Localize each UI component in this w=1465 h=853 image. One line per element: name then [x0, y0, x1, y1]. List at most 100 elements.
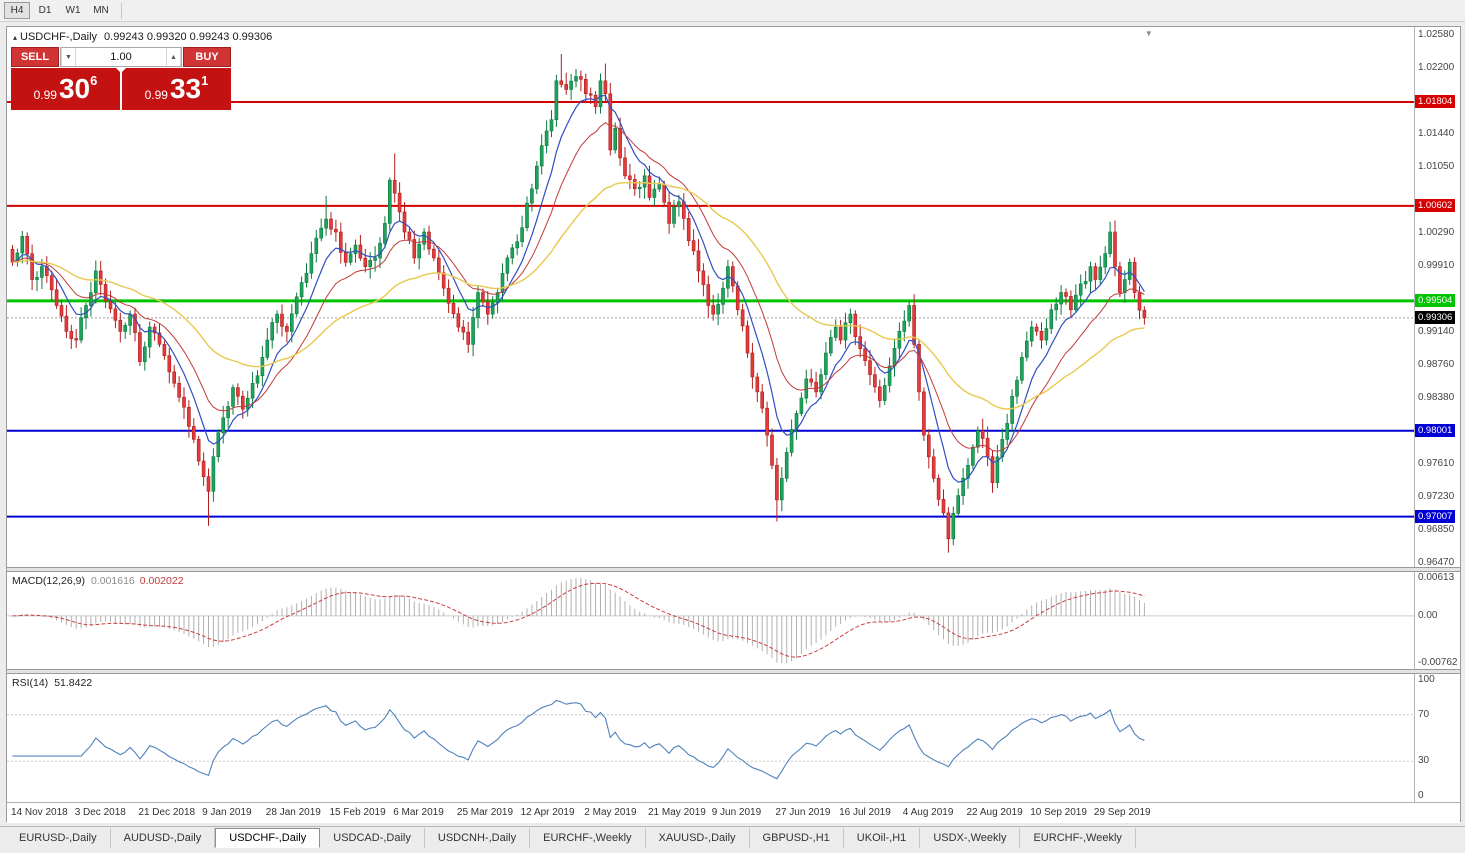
trade-panel-controls: SELL ▼ 1.00 ▲ BUY	[11, 47, 231, 67]
ma-slow-line	[12, 181, 1145, 410]
ma-fast-line	[12, 94, 1145, 483]
chart-tab[interactable]: USDCAD-,Daily	[320, 828, 425, 848]
timeframe-button-w1[interactable]: W1	[60, 2, 86, 19]
horizontal-levels[interactable]	[7, 101, 1415, 518]
price-axis-tick: 0.97230	[1418, 491, 1455, 503]
chart-tab[interactable]: XAUUSD-,Daily	[645, 828, 750, 848]
chart-window: 1.02580 1.02200 1.01440 1.01050 1.00290 0.999…	[6, 26, 1461, 823]
price-axis-tick: 0.98760	[1418, 359, 1455, 371]
sell-button[interactable]: SELL	[11, 47, 59, 67]
buy-price-pip: 1	[201, 72, 209, 88]
price-level-badge: 0.97007	[1415, 509, 1456, 523]
macd-axis-label: 0.00613	[1418, 572, 1455, 583]
chart-title-symbol: USDCHF-,Daily	[20, 31, 98, 43]
date-label: 28 Jan 2019	[265, 807, 321, 818]
macd-signal-value: 0.002022	[139, 575, 184, 587]
sell-price-small: 0.99	[33, 88, 57, 102]
date-axis[interactable]: 14 Nov 2018 3 Dec 2018 21 Dec 2018 9 Jan 20…	[7, 802, 1460, 823]
rsi-axis: 100 70 30 0	[1414, 674, 1460, 802]
rsi-axis-label: 0	[1418, 790, 1424, 801]
pane-splitter[interactable]	[7, 567, 1460, 572]
price-axis-tick: 0.99140	[1418, 326, 1455, 338]
buy-price[interactable]: 0.99 33 1	[122, 68, 231, 110]
sell-price-pip: 6	[90, 72, 98, 88]
price-axis-tick: 0.97610	[1418, 458, 1455, 470]
date-label: 16 Jul 2019	[839, 807, 891, 818]
current-price-badge: 0.99306	[1415, 310, 1456, 324]
date-label: 21 Dec 2018	[138, 807, 196, 818]
date-label: 6 Mar 2019	[393, 807, 444, 818]
chart-shift-marker[interactable]: ▼	[1144, 29, 1153, 38]
price-axis-tick: 0.96470	[1418, 557, 1455, 568]
rsi-canvas[interactable]	[7, 674, 1415, 802]
volume-up-button[interactable]: ▲	[166, 48, 181, 66]
date-label: 9 Jan 2019	[202, 807, 252, 818]
top-toolbar: H4 D1 W1 MN	[0, 0, 1465, 22]
chart-tab[interactable]: USDCHF-,Daily	[215, 828, 321, 848]
chart-title: ▴ USDCHF-,Daily 0.99243 0.99320 0.99243 0.…	[13, 31, 272, 43]
timeframe-button-d1[interactable]: D1	[32, 2, 58, 19]
chart-tab[interactable]: GBPUSD-,H1	[749, 828, 844, 848]
rsi-pane[interactable]: RSI(14) 51.8422	[7, 674, 1415, 802]
chart-tab[interactable]: USDX-,Weekly	[920, 828, 1021, 848]
pane-splitter[interactable]	[7, 669, 1460, 674]
chart-tab[interactable]: EURCHF-,Weekly	[1020, 828, 1136, 848]
rsi-line	[12, 699, 1145, 780]
price-level-badge: 1.01804	[1415, 95, 1456, 109]
macd-histogram	[16, 578, 1145, 663]
rsi-axis-label: 30	[1418, 755, 1430, 767]
macd-main-value: 0.001616	[90, 575, 135, 587]
price-axis[interactable]: 1.02580 1.02200 1.01440 1.01050 1.00290 0.999…	[1414, 27, 1460, 568]
price-axis-tick: 0.99910	[1418, 259, 1455, 271]
chart-title-ohlc: 0.99243 0.99320 0.99243 0.99306	[104, 31, 273, 43]
chart-tab[interactable]: EURCHF-,Weekly	[530, 828, 646, 848]
rsi-name: RSI(14)	[12, 677, 49, 689]
date-label: 15 Feb 2019	[329, 807, 386, 818]
date-label: 27 Jun 2019	[775, 807, 831, 818]
toolbar-separator	[121, 2, 122, 19]
macd-canvas[interactable]	[7, 572, 1415, 669]
sell-price[interactable]: 0.99 30 6	[11, 68, 120, 110]
collapse-arrow-icon[interactable]: ▴	[13, 33, 18, 42]
chart-tab[interactable]: UKOil-,H1	[843, 828, 921, 848]
price-pane[interactable]	[7, 27, 1415, 567]
macd-name: MACD(12,26,9)	[12, 575, 85, 587]
date-label: 10 Sep 2019	[1030, 807, 1087, 818]
rsi-axis-label: 70	[1418, 708, 1430, 720]
price-level-badge: 0.98001	[1415, 423, 1456, 437]
price-chart-canvas[interactable]	[7, 27, 1415, 567]
date-label: 21 May 2019	[648, 807, 706, 818]
buy-button[interactable]: BUY	[183, 47, 231, 67]
date-label: 3 Dec 2018	[74, 807, 126, 818]
chart-tab-bar: EURUSD-,Daily AUDUSD-,Daily USDCHF-,Daily U…	[0, 826, 1465, 848]
buy-price-small: 0.99	[144, 88, 168, 102]
price-axis-tick: 1.02580	[1418, 29, 1455, 40]
macd-axis: 0.00613 0.00 -0.00762	[1414, 572, 1460, 669]
date-label: 12 Apr 2019	[520, 807, 575, 818]
rsi-label: RSI(14) 51.8422	[12, 677, 92, 689]
price-axis-tick: 1.02200	[1418, 61, 1455, 73]
timeframe-button-h4[interactable]: H4	[4, 2, 30, 19]
price-divider	[120, 68, 122, 110]
price-axis-tick: 0.98380	[1418, 391, 1455, 403]
one-click-trading-panel: SELL ▼ 1.00 ▲ BUY 0.99 30 6 0.99 33 1	[11, 47, 231, 110]
timeframe-button-mn[interactable]: MN	[88, 2, 114, 19]
sell-price-big: 30	[58, 73, 91, 104]
chart-tab[interactable]: USDCNH-,Daily	[424, 828, 531, 848]
price-axis-tick: 1.01440	[1418, 127, 1455, 139]
date-label: 4 Aug 2019	[902, 807, 954, 818]
price-level-badge: 1.00602	[1415, 198, 1456, 212]
rsi-axis-label: 100	[1418, 674, 1435, 685]
price-axis-tick: 1.00290	[1418, 226, 1455, 238]
macd-axis-label: 0.00	[1418, 609, 1438, 621]
spread-notch-icon	[116, 68, 126, 73]
volume-down-button[interactable]: ▼	[61, 48, 76, 66]
rsi-value: 51.8422	[54, 677, 93, 689]
chart-tab[interactable]: EURUSD-,Daily	[6, 828, 111, 848]
volume-input[interactable]: 1.00	[110, 51, 132, 63]
chart-tab[interactable]: AUDUSD-,Daily	[110, 828, 216, 848]
date-label: 2 May 2019	[584, 807, 637, 818]
volume-control: ▼ 1.00 ▲	[60, 47, 182, 67]
price-axis-tick: 0.96850	[1418, 524, 1455, 536]
macd-pane[interactable]: MACD(12,26,9) 0.001616 0.002022	[7, 572, 1415, 669]
